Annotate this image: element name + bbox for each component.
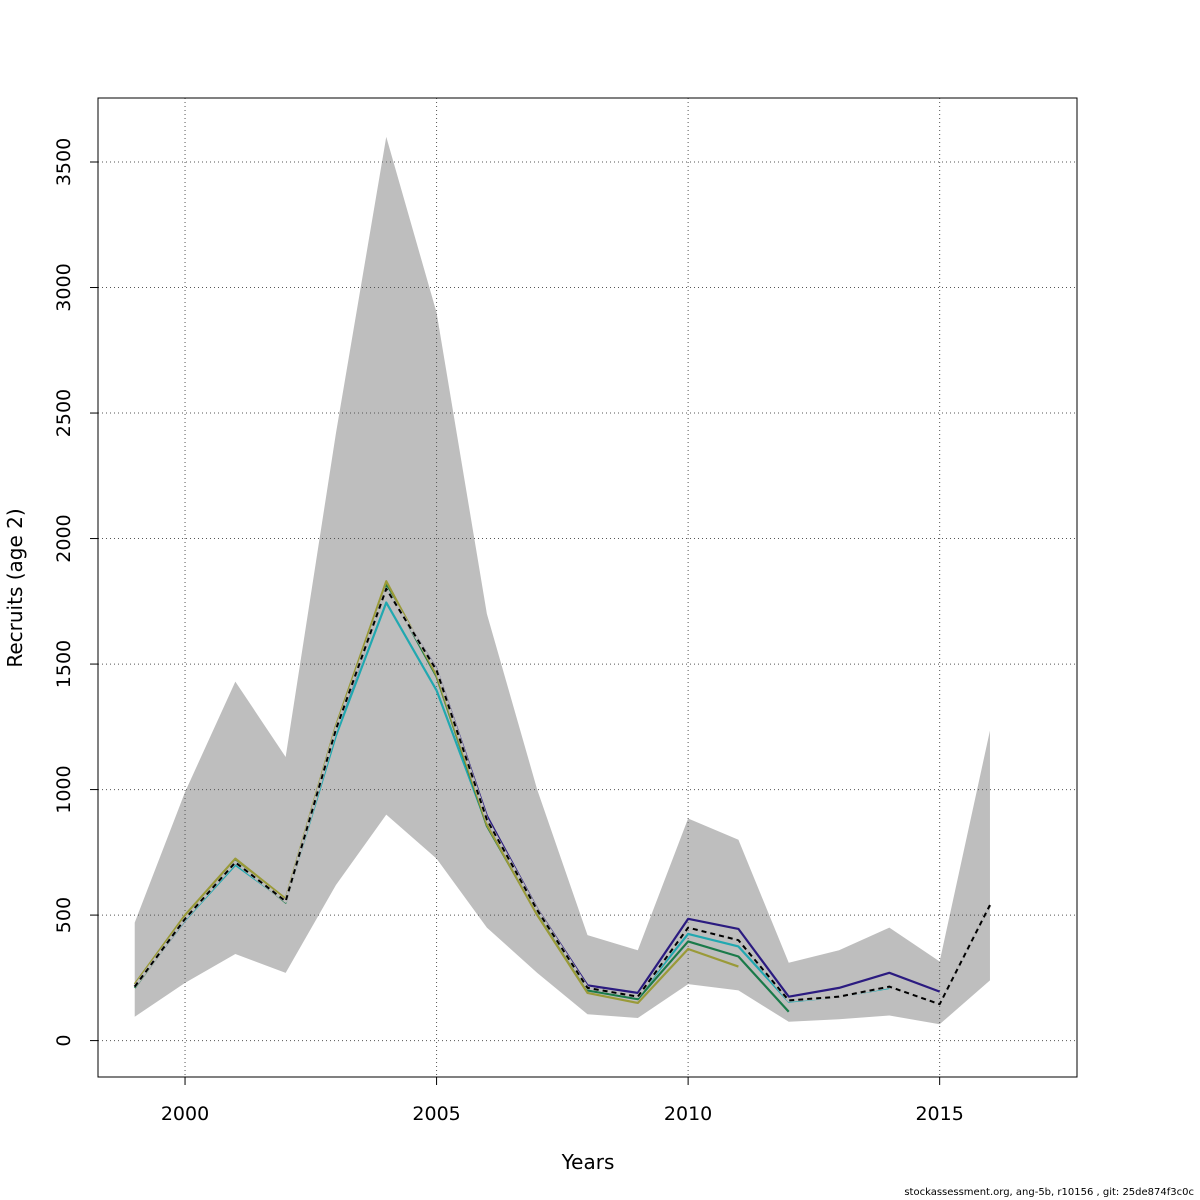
y-tick-label-500: 500	[53, 897, 75, 933]
y-axis-title: Recruits (age 2)	[3, 508, 27, 667]
x-tick-label-2015: 2015	[915, 1103, 963, 1125]
confidence-band	[134, 136, 990, 1025]
series-layer	[133, 580, 992, 1013]
confidence-band-layer	[134, 136, 990, 1025]
y-tick-label-0: 0	[53, 1035, 75, 1047]
y-tick-label-3000: 3000	[53, 263, 75, 311]
x-tick-label-2000: 2000	[161, 1103, 209, 1125]
y-tick-label-2500: 2500	[53, 389, 75, 437]
y-tick-label-3500: 3500	[53, 138, 75, 186]
y-axis: 0 500 1000 1500 2000 2500 3000 3500	[53, 138, 98, 1047]
plot-frame	[97, 97, 1078, 1078]
x-tick-label-2005: 2005	[412, 1103, 460, 1125]
x-axis-title: Years	[561, 1150, 615, 1174]
footer-credit: stockassessment.org, ang-5b, r10156 , gi…	[904, 1187, 1194, 1198]
series-line-3	[133, 580, 739, 1005]
x-tick-label-2010: 2010	[664, 1103, 712, 1125]
y-tick-label-2000: 2000	[53, 514, 75, 562]
x-axis: 2000 2005 2010 2015	[161, 1077, 964, 1125]
y-tick-label-1500: 1500	[53, 640, 75, 688]
y-tick-label-1000: 1000	[53, 765, 75, 813]
series-line-4	[133, 587, 991, 1006]
